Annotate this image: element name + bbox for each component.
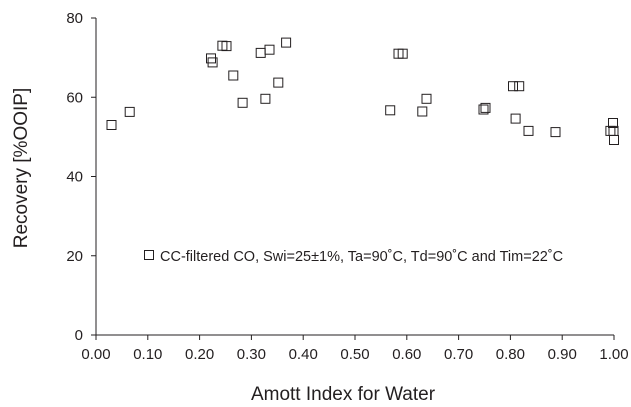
data-point-square [608,118,618,128]
axes [95,18,614,336]
data-point-square [508,81,518,92]
data-point-square [106,120,117,130]
legend-marker-square [144,250,154,260]
y-tick-label: 80 [66,10,83,27]
data-point-square [237,97,248,108]
x-tick-label: 1.00 [599,346,628,363]
x-tick-label: 0.30 [237,346,266,363]
y-tick-label: 20 [66,248,83,265]
data-point-square [421,93,432,104]
legend-label: CC-filtered CO, Swi=25±1%, Ta=90˚C, Td=9… [160,249,563,265]
legend: CC-filtered CO, Swi=25±1%, Ta=90˚C, Td=9… [144,249,563,265]
data-point-square [480,102,491,113]
data-points [106,37,619,145]
data-point-square [510,113,521,124]
x-tick-label: 0.00 [81,346,110,363]
y-tick-label: 40 [66,169,83,186]
x-axis-title: Amott Index for Water [251,384,436,405]
data-point-square [260,93,271,104]
data-point-square [478,104,489,115]
x-tick-label: 0.70 [444,346,473,363]
tick-group: 0.00 0.10 0.20 0.30 0.40 0.50 0.60 0.70 0.80 0.90… [66,10,628,363]
x-tick-label: 0.20 [185,346,214,363]
x-tick-label: 0.10 [133,346,162,363]
data-point-square [207,57,218,68]
x-tick-label: 0.90 [548,346,577,363]
x-tick-label: 0.50 [340,346,369,363]
data-point-square [221,41,232,52]
y-tick-label: 60 [66,89,83,106]
x-tick-label: 0.80 [496,346,525,363]
data-point-square [124,106,135,117]
data-point-square [255,47,266,58]
data-point-square [228,70,239,81]
data-point-square [281,37,292,48]
y-axis-title: Recovery [%OOIP] [11,88,32,249]
data-point-square [609,135,619,145]
data-point-square [397,48,408,59]
x-tick-label: 0.40 [289,346,318,363]
data-point-square [385,105,396,116]
data-point-square [264,44,275,55]
data-point-square [273,77,284,88]
data-point-square [514,81,525,92]
data-point-square [550,127,561,138]
data-point-square [523,125,534,136]
x-tick-label: 0.60 [392,346,421,363]
data-point-square [417,106,428,117]
y-tick-label: 0 [75,327,83,344]
